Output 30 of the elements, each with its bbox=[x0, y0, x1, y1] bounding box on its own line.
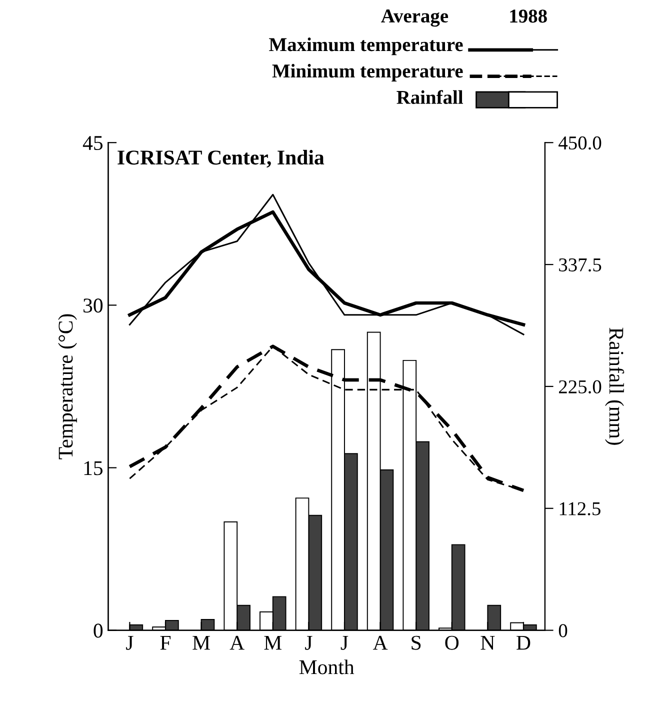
text: Average bbox=[381, 10, 448, 27]
x-tick-label: J bbox=[305, 636, 312, 650]
legend-label: Minimum temperature bbox=[272, 64, 463, 82]
legend-label: Maximum temperature bbox=[269, 38, 463, 56]
x-tick-label: D bbox=[516, 636, 530, 650]
y-tick-label: 15 bbox=[84, 461, 103, 476]
x-tick-label: M bbox=[192, 636, 210, 650]
x-axis-title: Month bbox=[299, 660, 354, 674]
y-tick-label: 0 bbox=[94, 624, 103, 638]
y2-tick-label: 112.5 bbox=[560, 502, 600, 516]
y2-axis-title: Rainfall (mm) bbox=[605, 328, 624, 445]
x-tick-label: O bbox=[445, 636, 459, 650]
legend-label: Rainfall bbox=[396, 90, 463, 104]
x-tick-label: J bbox=[126, 636, 134, 650]
x-tick-label: A bbox=[230, 636, 244, 650]
x-tick-label: A bbox=[372, 636, 388, 650]
text: 1988 bbox=[510, 10, 547, 23]
chart-title: ICRISAT Center, India bbox=[118, 150, 324, 168]
y2-tick-label: 450.0 bbox=[558, 136, 602, 150]
x-tick-label: M bbox=[264, 636, 282, 650]
y-tick-label: 30 bbox=[84, 298, 103, 313]
x-tick-label: N bbox=[480, 636, 495, 650]
x-tick-label: F bbox=[160, 636, 171, 650]
x-tick-label: S bbox=[412, 636, 421, 650]
y-tick-label: 45 bbox=[82, 136, 103, 150]
y2-tick-label: 337.5 bbox=[559, 258, 602, 272]
y-axis-title: Temperature (°C) bbox=[58, 314, 77, 460]
x-tick-label: J bbox=[340, 636, 348, 650]
y2-tick-label: 225.0 bbox=[559, 380, 602, 394]
y2-tick-label: 0 bbox=[558, 624, 568, 638]
